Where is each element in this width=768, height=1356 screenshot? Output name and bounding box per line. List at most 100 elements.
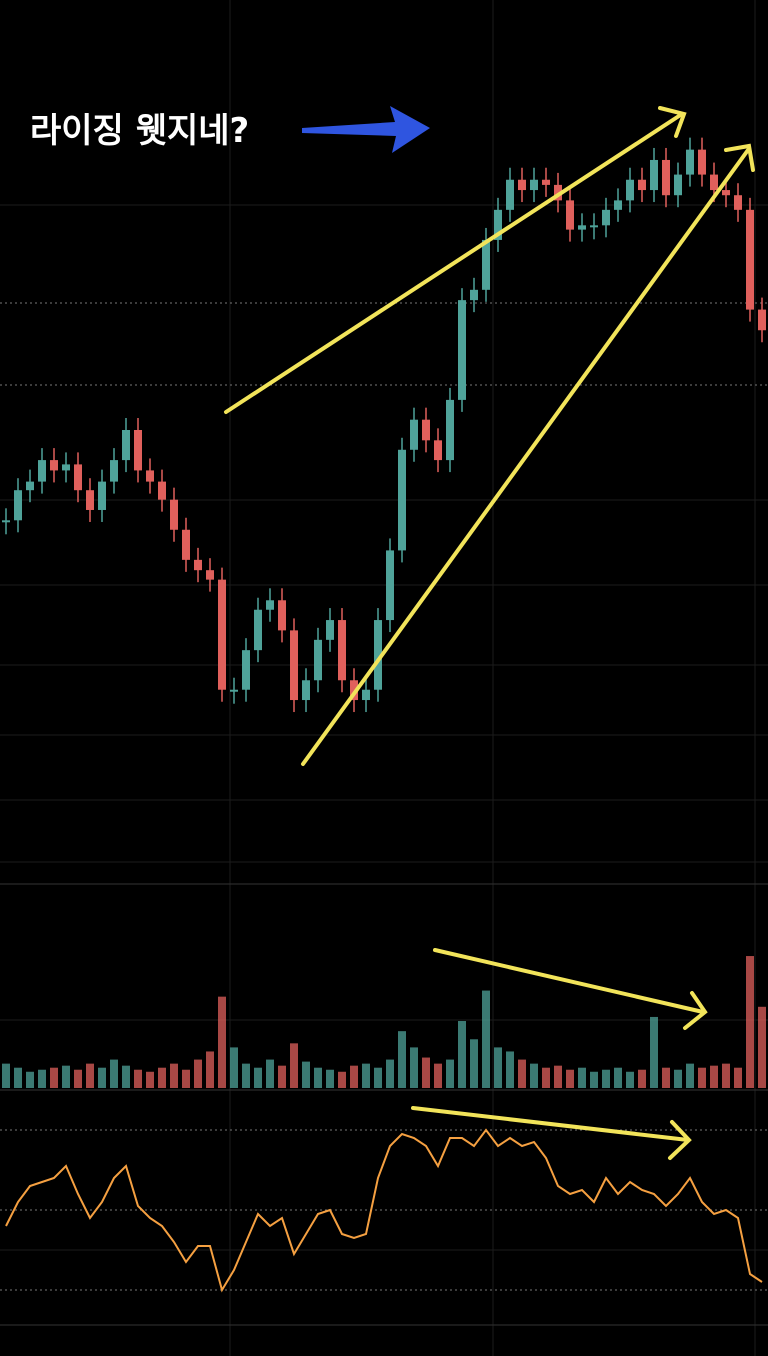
candle [26, 481, 34, 491]
candle [374, 620, 382, 690]
volume-bar [350, 1065, 358, 1088]
volume-bar [494, 1047, 502, 1088]
volume-bar [158, 1067, 166, 1088]
candle [326, 620, 334, 640]
candle [62, 464, 70, 471]
volume-bar [638, 1069, 646, 1088]
candle [290, 630, 298, 701]
volume-bar [422, 1057, 430, 1088]
volume-bar [458, 1021, 466, 1088]
volume-bar [206, 1051, 214, 1088]
candle [674, 174, 682, 196]
annotations [224, 106, 755, 1160]
volume-bar [662, 1067, 670, 1088]
candle [602, 209, 610, 226]
volume-bar [146, 1071, 154, 1088]
volume-bar [530, 1063, 538, 1088]
volume-bar [14, 1067, 22, 1088]
volume-bar [710, 1065, 718, 1088]
volume-bar [50, 1067, 58, 1088]
volume-bar [398, 1031, 406, 1088]
rsi-line [5, 1128, 763, 1293]
candle [434, 440, 442, 461]
candle [530, 179, 538, 191]
annotation-text: 라이징 웻지네? [30, 111, 249, 151]
volume-bar [554, 1065, 562, 1088]
candle [458, 300, 466, 400]
volume-bar [326, 1069, 334, 1088]
candle [566, 200, 574, 230]
volume-bar [590, 1071, 598, 1088]
candle [710, 174, 718, 191]
volume-bar [242, 1063, 250, 1088]
volume-bar [278, 1065, 286, 1088]
volume-bar [722, 1063, 730, 1088]
candle [626, 179, 634, 201]
volume-bar [122, 1065, 130, 1088]
candle [386, 550, 394, 621]
candle [638, 179, 646, 191]
candle [2, 520, 10, 523]
candle [218, 579, 226, 690]
candle [722, 190, 730, 196]
candle [590, 225, 598, 228]
candle [158, 481, 166, 500]
candle [350, 680, 358, 701]
volume-bar [506, 1051, 514, 1088]
candle [266, 600, 274, 610]
candle [206, 570, 214, 580]
candle [74, 464, 82, 491]
candle [38, 460, 46, 482]
arrow [302, 106, 430, 153]
candle [746, 209, 754, 310]
candle [302, 680, 310, 701]
candle [470, 289, 478, 301]
volume-bar [2, 1063, 10, 1088]
candle [686, 149, 694, 175]
volume-bar [302, 1061, 310, 1088]
volume-bar [470, 1039, 478, 1088]
candle [182, 529, 190, 560]
volume-bar [218, 996, 226, 1088]
volume-bar [230, 1047, 238, 1088]
volume-bar [98, 1067, 106, 1088]
volume-bar [626, 1071, 634, 1088]
candle [494, 209, 502, 240]
volume-bar [182, 1069, 190, 1088]
volume-bar [734, 1067, 742, 1088]
volume-bar [86, 1063, 94, 1088]
volume-bar [170, 1063, 178, 1088]
candle [110, 460, 118, 482]
marks [0, 137, 768, 1293]
candle [698, 149, 706, 175]
candle [230, 689, 238, 692]
volume-bar [650, 1016, 658, 1088]
candle [410, 419, 418, 450]
volume-bar [386, 1059, 394, 1088]
volume-bar [62, 1065, 70, 1088]
volume-bar [314, 1067, 322, 1088]
volume-bar [566, 1069, 574, 1088]
candle [398, 449, 406, 551]
volume-bar [362, 1063, 370, 1088]
candle [338, 620, 346, 681]
candle [122, 430, 130, 461]
volume-bar [614, 1067, 622, 1088]
candle [242, 650, 250, 690]
volume-bar [194, 1059, 202, 1088]
candle [254, 609, 262, 651]
volume-bar [434, 1063, 442, 1088]
candle [14, 490, 22, 521]
candle [362, 689, 370, 701]
volume-bar [338, 1071, 346, 1088]
candle [758, 309, 766, 331]
volume-bar [446, 1059, 454, 1088]
volume-bar [686, 1063, 694, 1088]
volume-bar [758, 1006, 766, 1088]
candle [278, 600, 286, 631]
volume-bar [482, 990, 490, 1088]
candle [734, 195, 742, 210]
candle [506, 179, 514, 210]
